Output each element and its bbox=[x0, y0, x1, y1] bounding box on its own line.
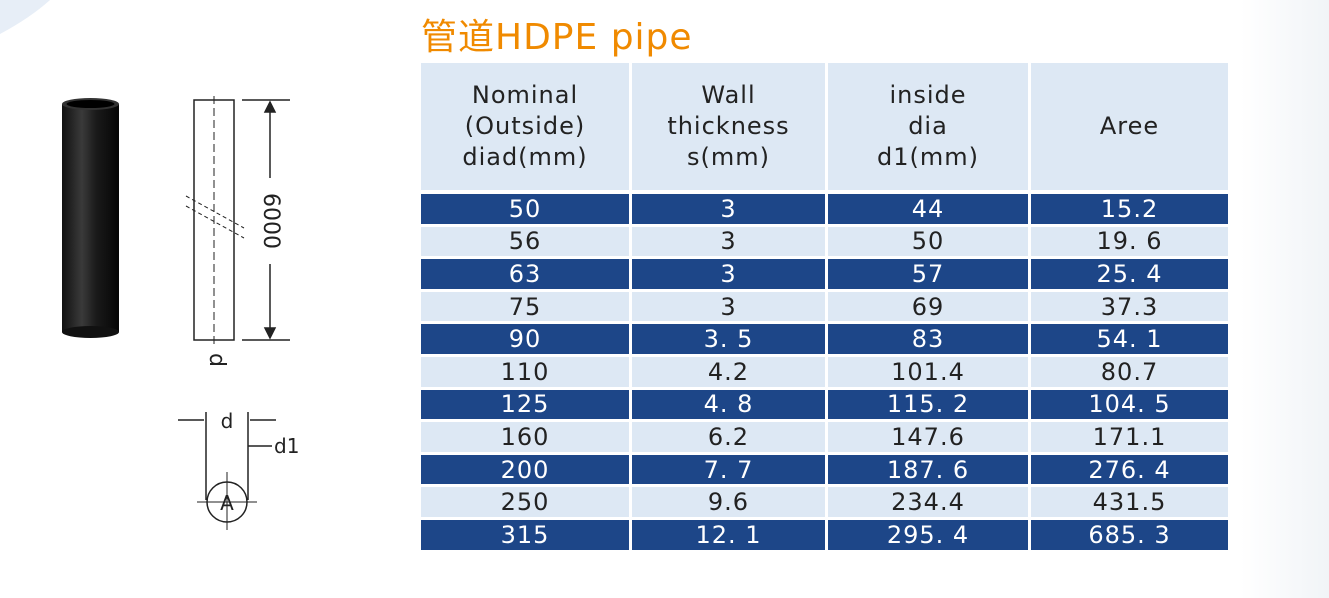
table-cell: 69 bbox=[828, 291, 1028, 322]
table-cell: 80.7 bbox=[1031, 357, 1228, 387]
table-cell: 4. 8 bbox=[632, 389, 825, 420]
header-text: d1(mm) bbox=[877, 143, 979, 171]
table-cell: 4.2 bbox=[632, 357, 825, 387]
table-cell: 63 bbox=[421, 259, 629, 289]
table-cell: 3 bbox=[632, 259, 825, 289]
pipe-image bbox=[62, 98, 119, 338]
table-cell: 171.1 bbox=[1031, 422, 1228, 452]
table-cell: 3. 5 bbox=[632, 324, 825, 354]
table-cell: 50 bbox=[421, 194, 629, 224]
table-cell: 3 bbox=[632, 291, 825, 322]
table-cell: 187. 6 bbox=[828, 454, 1028, 485]
side-label: d bbox=[204, 353, 229, 367]
table-cell: 37.3 bbox=[1031, 291, 1228, 322]
header-cell: Nominal (Outside) diad(mm) bbox=[421, 63, 629, 190]
header-text: s(mm) bbox=[687, 143, 770, 171]
table-cell: 15.2 bbox=[1031, 194, 1228, 224]
table-cell: 685. 3 bbox=[1031, 520, 1228, 550]
header-text: (Outside) bbox=[464, 112, 586, 140]
table-cell: 3 bbox=[632, 226, 825, 257]
table-cell: 276. 4 bbox=[1031, 454, 1228, 485]
table-cell: 50 bbox=[828, 226, 1028, 257]
table-cell: 75 bbox=[421, 291, 629, 322]
table-cell: 9.6 bbox=[632, 487, 825, 517]
table-cell: 431.5 bbox=[1031, 487, 1228, 517]
table-cell: 315 bbox=[421, 520, 629, 550]
table-cell: 104. 5 bbox=[1031, 389, 1228, 420]
table-cell: 25. 4 bbox=[1031, 259, 1228, 289]
table-cell: 12. 1 bbox=[632, 520, 825, 550]
header-text: Wall bbox=[701, 81, 756, 109]
table-cell: 160 bbox=[421, 422, 629, 452]
table-cell: 83 bbox=[828, 324, 1028, 354]
table-cell: 115. 2 bbox=[828, 389, 1028, 420]
table-cell: 101.4 bbox=[828, 357, 1028, 387]
header-cell: inside dia d1(mm) bbox=[828, 63, 1028, 190]
table-cell: 90 bbox=[421, 324, 629, 354]
table-cell: 110 bbox=[421, 357, 629, 387]
length-label: 6000 bbox=[258, 193, 283, 249]
table-cell: 56 bbox=[421, 226, 629, 257]
table-cell: 54. 1 bbox=[1031, 324, 1228, 354]
header-text: dia bbox=[908, 112, 948, 140]
header-text: thickness bbox=[667, 112, 790, 140]
header-cell: Aree bbox=[1031, 63, 1228, 190]
header-text: inside bbox=[889, 81, 967, 109]
table-cell: 125 bbox=[421, 389, 629, 420]
d1-label: d1 bbox=[274, 434, 299, 458]
table-cell: 6.2 bbox=[632, 422, 825, 452]
header-cell: Wall thickness s(mm) bbox=[632, 63, 825, 190]
header-text: Nominal bbox=[471, 81, 579, 109]
table-cell: 250 bbox=[421, 487, 629, 517]
area-label: A bbox=[220, 491, 234, 515]
table-cell: 57 bbox=[828, 259, 1028, 289]
table-cell: 200 bbox=[421, 454, 629, 485]
table-cell: 19. 6 bbox=[1031, 226, 1228, 257]
table-cell: 44 bbox=[828, 194, 1028, 224]
title: 管道HDPE pipe bbox=[421, 17, 693, 58]
table-cell: 234.4 bbox=[828, 487, 1028, 517]
d-label: d bbox=[221, 409, 234, 433]
pipe-drawing bbox=[178, 96, 290, 530]
table-cell: 295. 4 bbox=[828, 520, 1028, 550]
table-cell: 147.6 bbox=[828, 422, 1028, 452]
table-cell: 3 bbox=[632, 194, 825, 224]
table-cell: 7. 7 bbox=[632, 454, 825, 485]
header-text: diad(mm) bbox=[462, 143, 588, 171]
header-text: Aree bbox=[1099, 112, 1160, 140]
